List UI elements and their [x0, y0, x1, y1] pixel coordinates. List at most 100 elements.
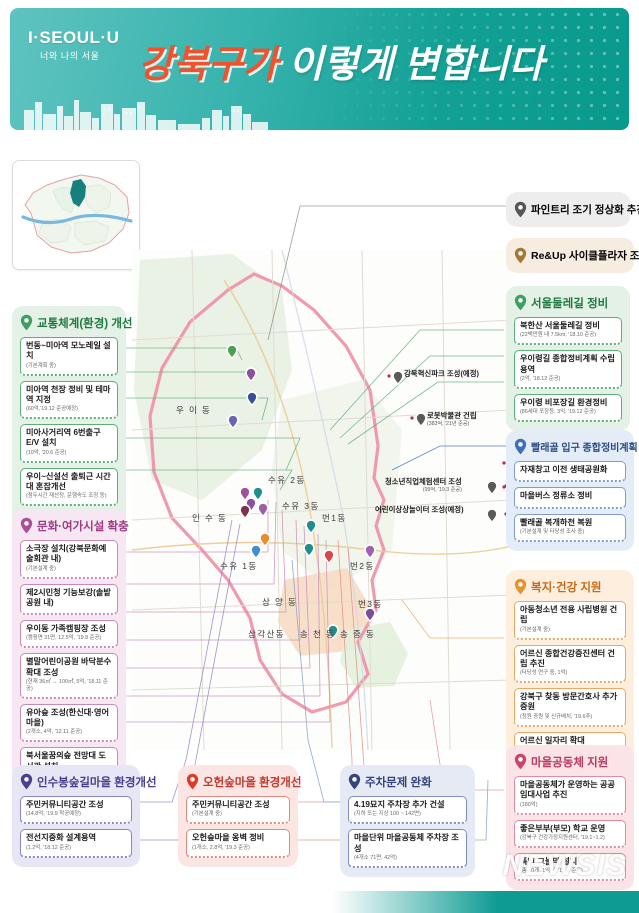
- item-title: 강북구 찾동 방문간호사 추가 증원: [520, 692, 618, 712]
- item-sub: (캠핑면 31면, 12.5억, '19.8 준공): [26, 635, 102, 642]
- item-sub: (지하 또는 지상 100 ~ 142면): [354, 811, 421, 818]
- panel-ppallaegol-title: 빨래골 입구 종합정비계획 수립: [514, 438, 639, 455]
- item-title: 빨래골 복개하천 복원: [520, 517, 593, 527]
- list-item[interactable]: 우이령길 종합정비계획 수립 용역 (2억, '18.12 준공): [514, 350, 622, 389]
- panel-pinetree[interactable]: 파인트리 조기 정상화 추진: [506, 192, 639, 227]
- list-item[interactable]: 북한산 서울둘레길 정비 (22백만원 내 7.5km, '18.10 준공): [514, 317, 622, 346]
- annotation-title: 강북혁신파크 조성(예정): [404, 369, 479, 378]
- item-title: 주민커뮤니티공간 조성: [192, 800, 270, 809]
- map-annotation-gangbuk-innovation-park: 강북혁신파크 조성(예정): [404, 369, 479, 379]
- panel-reup-title: Re&Up 사이클플라자 조성 추진: [514, 247, 639, 264]
- header-banner: I·SEOUL·U 너와 나의 서울 강북구가 이렇게 변합니다: [10, 8, 629, 130]
- location-pin-icon: [514, 247, 527, 264]
- panel-title-text: Re&Up 사이클플라자 조성 추진: [531, 250, 639, 262]
- map-annotation-robot-museum: 로봇박물관 건립 (383억, '21년 준공): [427, 411, 477, 427]
- list-item[interactable]: 주민커뮤니티공간 조성 (기본설계 중): [186, 796, 290, 825]
- list-item[interactable]: 전선지중화 설계용역 (1.2억, '18.12 준공): [20, 829, 132, 858]
- list-item[interactable]: 마을공동체가 운영하는 공공임대사업 추진 (180억): [514, 776, 626, 815]
- list-item[interactable]: 미아사거리역 6번출구 E/V 설치 (10억, '20.6 준공): [20, 424, 118, 463]
- item-title: 미아사거리역 6번출구 E/V 설치: [26, 428, 101, 448]
- panel-village-community[interactable]: 마을공동체 지원 마을공동체가 운영하는 공공임대사업 추진 (180억) 좋은…: [506, 745, 634, 891]
- item-sub: (60억,'19.12 준공예정): [26, 406, 78, 413]
- item-sub: (총 30개, 1억원, '18.8 준공): [520, 868, 583, 875]
- list-item[interactable]: 제2시민청 기능보강(솔밭공원 내): [20, 583, 118, 616]
- panel-insubong-village[interactable]: 인수봉숲길마을 환경개선 주민커뮤니티공간 조성 (14.8억, '19.9 착…: [12, 765, 157, 867]
- annotation-title: 청소년직업체험센터 조성: [385, 477, 462, 486]
- map-annotation-kids-playground: 어린이상상놀이터 조성(예정): [375, 505, 464, 515]
- list-item[interactable]: 자재창고 이전 생태공원화: [514, 461, 626, 483]
- location-pin-icon: [20, 517, 33, 534]
- list-item[interactable]: 별말어린이공원 바닥분수 확대 조성 (현재 36㎡ → 100㎡, 5억, '…: [20, 653, 118, 699]
- location-pin-icon: [514, 753, 527, 770]
- list-item[interactable]: 주민커뮤니티공간 조성 (14.8억, '19.9 착공예정): [20, 796, 132, 825]
- list-item[interactable]: 아동청소년 전용 사립병원 건립 (기본설계 중): [514, 601, 626, 640]
- item-sub: (강북구 건강가정지원센터, '19.1~1.2): [520, 834, 605, 841]
- location-pin-icon: [514, 578, 527, 595]
- minimap-svg: [21, 174, 133, 254]
- list-item[interactable]: 소극장 설치(강북문화예술회관 내) (기본설계 중): [20, 540, 118, 579]
- item-sub: (기본설계 중): [26, 565, 56, 572]
- list-item[interactable]: 우이~신설선 출퇴근 시간대 혼잡개선 (첨두시간 재산정, 운행속도 조정 등…: [20, 467, 118, 507]
- item-title: 폭염 그늘막 설치: [520, 856, 578, 866]
- item-sub: (첨두시간 재산정, 운행속도 조정 등): [26, 493, 107, 500]
- location-pin-icon: [20, 773, 33, 790]
- list-item[interactable]: 우이동 가족캠핑장 조성 (캠핑면 31면, 12.5억, '19.8 준공): [20, 620, 118, 649]
- item-title: 아동청소년 전용 사립병원 건립: [520, 605, 618, 625]
- dong-label-samyang: 삼 양 동: [262, 597, 298, 607]
- brand-text: I·SEOUL·U: [28, 28, 120, 47]
- location-pin-icon: [514, 438, 527, 455]
- item-sub: (10억, '20.6 준공): [26, 449, 67, 456]
- list-item[interactable]: 마을단위 마을공동체 주차장 조성 (4개소 71면, 42억): [348, 829, 467, 868]
- item-title: 자재창고 이전 생태공원화: [520, 465, 608, 474]
- panel-title-text: 주차문제 완화: [365, 776, 432, 789]
- panel-welfare-health[interactable]: 복지·건강 지원 아동청소년 전용 사립병원 건립 (기본설계 중) 어르신 종…: [506, 570, 634, 769]
- panel-oheon-village[interactable]: 오헌숲마을 환경개선 주민커뮤니티공간 조성 (기본설계 중) 오헌숲마을 옹벽…: [178, 765, 301, 867]
- panel-village-title: 마을공동체 지원: [514, 753, 626, 770]
- location-pin-icon: [186, 773, 199, 790]
- panel-title-text: 복지·건강 지원: [531, 581, 602, 594]
- item-title: 오헌숲마을 옹벽 정비: [192, 833, 265, 843]
- panel-transport-title: 교통체계(환경) 개선: [20, 314, 133, 331]
- panel-title-text: 서울둘레길 정비: [531, 297, 609, 310]
- list-item[interactable]: 폭염 그늘막 설치 (총 30개, 1억원, '18.8 준공): [514, 852, 626, 882]
- item-title: 소극장 설치(강북문화예술회관 내): [26, 544, 107, 564]
- district-map-svg: [132, 250, 512, 750]
- item-sub: (1.2억, '18.12 준공): [26, 844, 71, 851]
- list-item[interactable]: 강북구 찾동 방문간호사 추가 증원 (정원 증원 및 신규배치, '19.6추…: [514, 688, 626, 727]
- panel-ppallaegol[interactable]: 빨래골 입구 종합정비계획 수립 자재창고 이전 생태공원화 마을버스 정류소 …: [506, 430, 639, 551]
- footer-bar: [0, 891, 639, 913]
- location-pin-icon: [348, 773, 361, 790]
- list-item[interactable]: 좋은부부(부모) 학교 운영 (강북구 건강가정지원센터, '19.1~1.2): [514, 819, 626, 848]
- list-item[interactable]: 빨래골 복개하천 복원 (기본설계 및 타당성 조사 중): [514, 513, 626, 542]
- panel-title-text: 마을공동체 지원: [531, 756, 609, 769]
- item-title: 우이령 비포장길 환경정비: [520, 397, 608, 407]
- panel-transport[interactable]: 교통체계(환경) 개선 번동~미아역 모노레일 설치 (기본계획 중) 미아역 …: [12, 306, 133, 549]
- dong-label-insu: 인 수 동: [192, 513, 228, 523]
- list-item[interactable]: 4.19묘지 주차장 추가 건설 (지하 또는 지상 100 ~ 142면): [348, 796, 467, 825]
- dong-label-beon2: 번2동: [350, 561, 375, 571]
- item-sub: (기본설계 중): [520, 626, 550, 633]
- item-sub: (86세대 포장등, 3억, '19.12 준공): [520, 409, 596, 416]
- panel-parking[interactable]: 주차문제 완화 4.19묘지 주차장 추가 건설 (지하 또는 지상 100 ~…: [340, 765, 475, 877]
- panel-oheon-title: 오헌숲마을 환경개선: [186, 773, 301, 790]
- dong-label-suyu3: 수유 3동: [282, 501, 320, 511]
- brand-tagline: 너와 나의 서울: [40, 51, 100, 61]
- item-sub: (기본설계 중): [192, 811, 222, 818]
- dong-label-beon1: 번1동: [322, 513, 347, 523]
- list-item[interactable]: 미아역 천장 정비 및 테마역 지정 (60억,'19.12 준공예정): [20, 380, 118, 420]
- panel-seoul-dullegil[interactable]: 서울둘레길 정비 북한산 서울둘레길 정비 (22백만원 내 7.5km, '1…: [506, 286, 630, 432]
- list-item[interactable]: 우이령 비포장길 환경정비 (86세대 포장등, 3억, '19.12 준공): [514, 393, 622, 423]
- item-title: 마을공동체가 운영하는 공공임대사업 추진: [520, 780, 615, 800]
- location-pin-icon: [20, 314, 33, 331]
- dong-label-samgaksan: 삼각산동: [248, 629, 285, 639]
- item-title: 우이~신설선 출퇴근 시간대 혼잡개선: [26, 471, 111, 491]
- panel-culture-title: 문화·여가시설 확충: [20, 517, 129, 534]
- list-item[interactable]: 번동~미아역 모노레일 설치 (기본계획 중): [20, 337, 118, 376]
- list-item[interactable]: 어르신 종합건강증진센터 건립 추진 (타당성 연구 중, 1억): [514, 644, 626, 684]
- item-sub: (기본계획 중): [26, 362, 56, 369]
- list-item[interactable]: 유아숲 조성(한신대·영어마을) (2개소, 4억, '12.11 준공): [20, 703, 118, 743]
- annotation-sub: (99억, '19.3 준공): [422, 486, 462, 493]
- list-item[interactable]: 마을버스 정류소 정비: [514, 487, 626, 509]
- panel-reup-cycle-plaza[interactable]: Re&Up 사이클플라자 조성 추진: [506, 238, 639, 273]
- list-item[interactable]: 오헌숲마을 옹벽 정비 (1개소, 2.8억, '19.3 준공): [186, 829, 290, 858]
